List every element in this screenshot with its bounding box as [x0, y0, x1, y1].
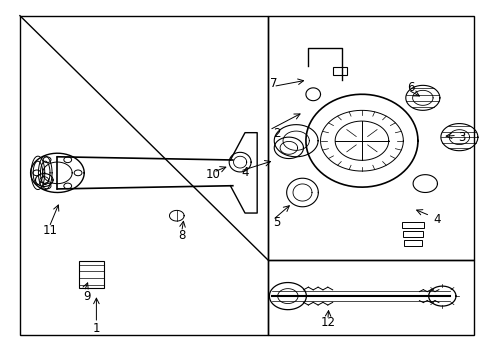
Text: 5: 5	[273, 216, 280, 229]
Text: 9: 9	[83, 289, 90, 303]
Text: 2: 2	[273, 127, 280, 140]
Text: 4: 4	[434, 213, 441, 226]
Bar	[403, 231, 423, 237]
Text: 1: 1	[93, 322, 100, 335]
Bar	[404, 240, 422, 246]
Text: 10: 10	[206, 168, 221, 181]
Bar	[333, 67, 347, 75]
Bar	[79, 261, 104, 288]
Text: 7: 7	[270, 77, 278, 90]
Text: 3: 3	[458, 131, 466, 144]
Bar	[402, 222, 424, 228]
Text: 11: 11	[43, 224, 58, 237]
Text: 8: 8	[178, 229, 185, 242]
Text: 4: 4	[241, 166, 249, 179]
Text: 12: 12	[320, 316, 335, 329]
Text: 6: 6	[407, 81, 415, 94]
